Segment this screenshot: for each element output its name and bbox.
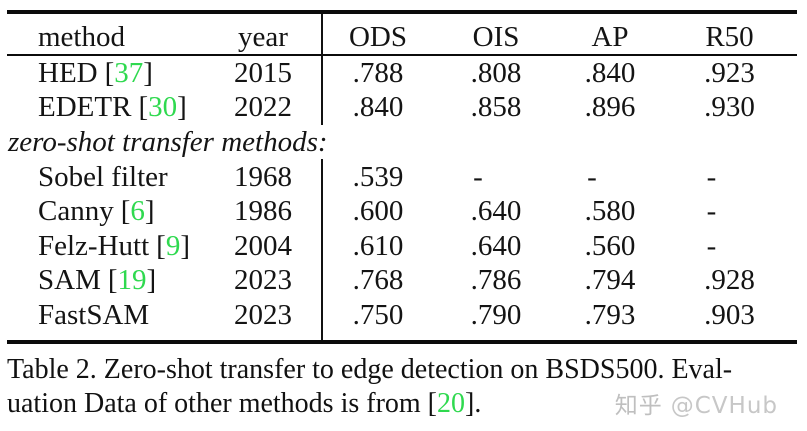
table-cell-ois: - [473,160,483,193]
watermark-brand: 知乎 [614,393,663,419]
watermark-handle: @CVHub [670,393,778,419]
table-body: HED[37] 2015 .788 .808 .840 .923 EDETR[3… [7,56,797,333]
table-rule-top [7,10,797,14]
table-cell-ap: .560 [584,229,636,262]
cite-bracket-close: ] [177,91,187,124]
table-cell-year: 1986 [234,195,292,228]
method-name: Sobel filter [38,160,168,193]
table-cell-r50: .923 [704,56,755,89]
cite-bracket-open: [ [104,56,115,89]
table-row-method: HED[37] [7,56,220,91]
table-cell-ap: - [587,160,597,193]
citation-ref: 37 [114,56,144,89]
table-row-method: Canny[6] [7,194,220,229]
column-header-year: year [238,20,288,53]
table-row-method: EDETR[30] [7,91,220,126]
method-name: Felz-Hutt [38,229,150,262]
table-cell-ods: .750 [352,298,404,331]
table-cell-ods: .600 [352,195,404,228]
citation-ref: 19 [117,264,147,297]
table-cell-ap: .896 [584,91,636,124]
cite-bracket-open: [ [107,264,118,297]
table-cell-ois: .808 [470,56,522,89]
cite-bracket-open: [ [138,91,149,124]
table-section-label: zero-shot transfer methods: [8,125,328,158]
table-cell-ois: .786 [470,264,522,297]
column-header-method: method [38,20,125,53]
citation-ref: 20 [437,387,466,419]
method-name: FastSAM [38,298,150,331]
caption-line-2: uation Data of other methods is from [20… [7,387,803,421]
table-row-method: SAM[19] [7,264,220,299]
citation-ref: 30 [148,91,178,124]
cite-bracket-close: ] [180,229,190,262]
table-cell-year: 2023 [234,264,292,297]
citation-ref: 9 [165,229,181,262]
table-caption: Table 2. Zero-shot transfer to edge dete… [7,353,803,420]
column-header-r50: R50 [705,20,754,53]
cite-bracket-close: ] [146,264,157,297]
table-cell-ods: .539 [352,160,404,193]
table-cell-ois: .640 [470,195,522,228]
table-row-method: Felz-Hutt[9] [7,229,220,264]
table-cell-r50: .930 [704,91,755,124]
table-cell-r50: - [706,195,717,228]
table-cell-year: 2004 [234,229,292,262]
column-header-ap: AP [591,20,629,53]
method-name: EDETR [38,91,132,124]
cite-bracket-close: ] [143,56,153,89]
caption-text: ]. [465,387,482,419]
table-cell-ois: .790 [470,298,522,331]
table-cell-year: 2015 [234,56,292,89]
table-column-divider-lower [321,159,323,340]
table-rule-header [7,54,797,56]
table-cell-ap: .794 [584,264,636,297]
table-cell-r50: - [706,160,717,193]
table-row-method: Sobel filter [7,160,220,195]
table-row-method: FastSAM [7,298,220,333]
caption-line-1: Table 2. Zero-shot transfer to edge dete… [7,354,733,385]
table-cell-year: 2023 [234,298,292,331]
method-name: SAM [38,264,101,297]
table-header-row: method year ODS OIS AP R50 [7,14,797,54]
table-cell-year: 2022 [234,91,292,124]
column-header-ods: ODS [348,20,407,53]
table-cell-r50: .928 [704,264,755,297]
watermark: 知乎 @CVHub [615,386,778,420]
table-cell-r50: .903 [704,298,755,331]
table-cell-ois: .640 [470,229,522,262]
caption-text: uation Data of other methods is from [ [7,387,438,419]
cite-bracket-open: [ [120,195,131,228]
table-cell-year: 1968 [234,160,292,193]
table-cell-ap: .840 [584,56,636,89]
table-rule-bottom [7,340,797,344]
method-name: Canny [38,195,114,228]
table-cell-ods: .610 [352,229,404,262]
table-cell-ods: .768 [352,264,404,297]
table-cell-ap: .580 [584,195,636,228]
table-cell-ods: .788 [352,56,404,89]
table-cell-ois: .858 [470,91,522,124]
citation-ref: 6 [130,195,145,228]
method-name: HED [38,56,98,89]
table-column-divider-upper [321,14,323,125]
cite-bracket-close: ] [144,195,155,228]
table-cell-r50: - [706,229,717,262]
cite-bracket-open: [ [156,229,166,262]
table-cell-ap: .793 [584,298,636,331]
table-cell-ods: .840 [352,91,404,124]
column-header-ois: OIS [472,20,520,53]
